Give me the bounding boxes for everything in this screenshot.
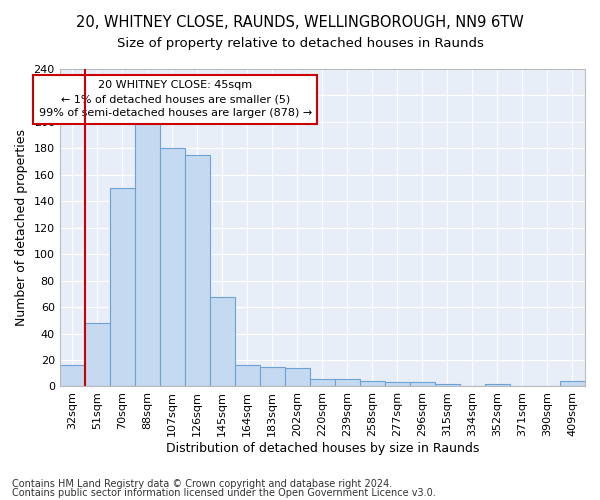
Bar <box>360 381 385 386</box>
Bar <box>285 368 310 386</box>
Bar <box>385 382 410 386</box>
Bar <box>85 323 110 386</box>
Text: 20, WHITNEY CLOSE, RAUNDS, WELLINGBOROUGH, NN9 6TW: 20, WHITNEY CLOSE, RAUNDS, WELLINGBOROUG… <box>76 15 524 30</box>
Bar <box>485 384 510 386</box>
Bar <box>235 366 260 386</box>
Text: Contains public sector information licensed under the Open Government Licence v3: Contains public sector information licen… <box>12 488 436 498</box>
Y-axis label: Number of detached properties: Number of detached properties <box>15 129 28 326</box>
Bar <box>260 366 285 386</box>
Bar <box>410 382 435 386</box>
Bar <box>335 378 360 386</box>
Bar <box>135 122 160 386</box>
Bar <box>110 188 135 386</box>
Text: Size of property relative to detached houses in Raunds: Size of property relative to detached ho… <box>116 38 484 51</box>
Bar <box>185 155 210 386</box>
Bar <box>310 378 335 386</box>
Bar <box>160 148 185 386</box>
Text: 20 WHITNEY CLOSE: 45sqm
← 1% of detached houses are smaller (5)
99% of semi-deta: 20 WHITNEY CLOSE: 45sqm ← 1% of detached… <box>38 80 312 118</box>
Bar <box>435 384 460 386</box>
Bar <box>210 296 235 386</box>
Bar <box>59 366 85 386</box>
Text: Contains HM Land Registry data © Crown copyright and database right 2024.: Contains HM Land Registry data © Crown c… <box>12 479 392 489</box>
Bar <box>560 381 585 386</box>
X-axis label: Distribution of detached houses by size in Raunds: Distribution of detached houses by size … <box>166 442 479 455</box>
